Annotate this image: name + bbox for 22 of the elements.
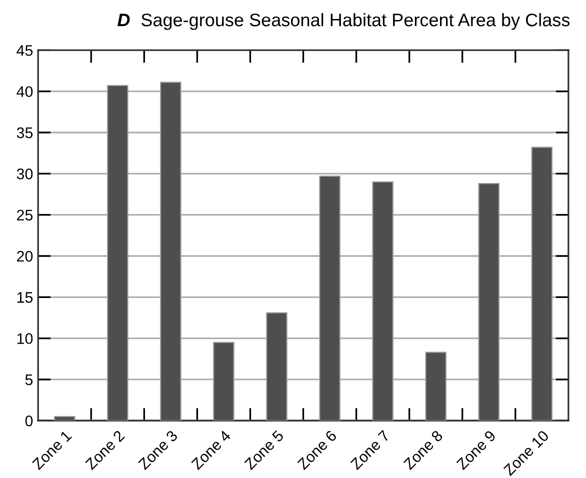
- bar: [478, 182, 500, 421]
- y-tick-label: 35: [16, 127, 33, 138]
- bar: [372, 181, 394, 421]
- bar: [213, 342, 234, 421]
- y-tick-label: 30: [16, 168, 33, 180]
- y-tick-label: 45: [16, 45, 33, 56]
- bar: [319, 176, 340, 421]
- y-tick-label: 20: [17, 250, 33, 262]
- bar: [54, 416, 76, 421]
- y-tick-label: 40: [16, 86, 33, 98]
- bar: [266, 312, 288, 421]
- y-tick-label: 0: [25, 416, 33, 426]
- y-tick-label: 10: [17, 333, 33, 344]
- y-tick-label: 5: [25, 374, 33, 386]
- y-tick-label: 15: [17, 292, 33, 303]
- bar: [160, 82, 182, 421]
- bar: [531, 146, 553, 421]
- chart-subtitle: D: [118, 14, 130, 26]
- bar: [425, 352, 446, 421]
- chart-title: Sage-grouse Seasonal Habitat Percent Area by Class: [141, 13, 570, 30]
- bar: [107, 85, 128, 421]
- y-tick-label: 25: [17, 210, 33, 221]
